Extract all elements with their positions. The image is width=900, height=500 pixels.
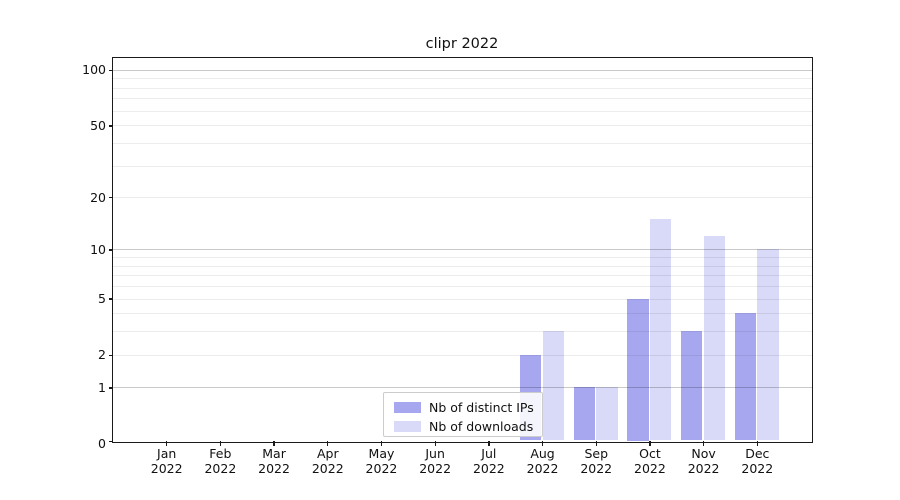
- x-tick-label-jul: Jul 2022: [472, 446, 505, 476]
- bar-oct-distinct-ips: [627, 298, 649, 441]
- legend-row-distinct-ips: Nb of distinct IPs: [394, 398, 542, 416]
- y-tick-label-2: 2: [98, 347, 106, 363]
- x-tick-label-dec: Dec 2022: [741, 446, 774, 476]
- x-tick-label-feb: Feb 2022: [204, 446, 237, 476]
- x-tick-mark-may: [380, 441, 383, 446]
- x-tick-mark-apr: [327, 441, 329, 446]
- chart-title: clipr 2022: [425, 36, 499, 52]
- y-tick-mark-2: [109, 354, 113, 356]
- gridline-y-50: [112, 125, 812, 127]
- x-tick-label-nov: Nov 2022: [687, 446, 720, 476]
- y-tick-mark-5: [109, 298, 113, 300]
- y-tick-label-10: 10: [90, 241, 106, 257]
- y-tick-label-5: 5: [98, 290, 106, 306]
- x-tick-label-jun: Jun 2022: [419, 446, 452, 476]
- bar-sep-distinct-ips: [573, 387, 596, 441]
- x-tick-mark-feb: [219, 441, 222, 446]
- bar-dec-distinct-ips: [734, 313, 757, 441]
- gridline-y-70: [112, 98, 812, 100]
- gridline-y-5: [112, 298, 812, 300]
- x-tick-mark-nov: [703, 441, 705, 446]
- x-tick-label-apr: Apr 2022: [311, 446, 344, 476]
- bar-dec-downloads: [757, 249, 779, 441]
- y-tick-label-20: 20: [90, 189, 106, 205]
- legend-label-distinct-ips: Nb of distinct IPs: [429, 399, 534, 415]
- gridline-y-1: [112, 387, 812, 389]
- legend-swatch-downloads: [394, 420, 421, 432]
- gridline-y-30: [112, 165, 812, 167]
- legend-label-downloads: Nb of downloads: [429, 418, 534, 434]
- gridline-y-60: [112, 110, 812, 112]
- y-tick-mark-100: [109, 69, 113, 72]
- y-tick-mark-20: [109, 197, 113, 199]
- gridline-y-90: [112, 78, 812, 80]
- x-tick-label-may: May 2022: [365, 446, 398, 476]
- x-tick-mark-mar: [273, 441, 275, 446]
- bar-aug-downloads: [542, 331, 564, 441]
- plot-area: [111, 57, 813, 443]
- x-tick-label-oct: Oct 2022: [634, 446, 666, 476]
- bar-sep-downloads: [596, 387, 618, 441]
- x-tick-label-jan: Jan 2022: [150, 446, 183, 476]
- x-tick-mark-dec: [756, 441, 758, 446]
- bar-oct-downloads: [650, 219, 672, 441]
- gridline-y-20: [112, 197, 812, 198]
- gridline-y-10: [112, 249, 812, 251]
- gridline-y-40: [112, 142, 812, 144]
- y-tick-mark-10: [109, 249, 113, 251]
- gridline-y-4: [112, 313, 812, 315]
- bars-layer: [113, 58, 812, 442]
- gridline-y-8: [112, 265, 812, 267]
- gridlines-layer: [112, 58, 812, 442]
- gridline-y-3: [112, 331, 812, 333]
- x-tick-mark-aug: [541, 441, 544, 446]
- y-tick-mark-1: [109, 387, 113, 389]
- x-tick-label-aug: Aug 2022: [526, 446, 559, 476]
- x-tick-mark-jul: [488, 441, 490, 446]
- gridline-y-6: [112, 286, 812, 287]
- x-tick-mark-oct: [649, 441, 651, 446]
- y-tick-label-1: 1: [98, 379, 106, 395]
- x-tick-mark-sep: [595, 441, 597, 446]
- x-tick-mark-jan: [166, 441, 168, 446]
- y-tick-label-100: 100: [82, 62, 106, 78]
- bar-nov-downloads: [703, 235, 726, 441]
- gridline-y-9: [112, 257, 812, 259]
- x-tick-label-sep: Sep 2022: [580, 446, 613, 476]
- bar-nov-distinct-ips: [681, 331, 703, 441]
- gridline-y-7: [112, 275, 812, 277]
- y-tick-mark-50: [109, 125, 113, 127]
- x-tick-label-mar: Mar 2022: [258, 446, 290, 476]
- gridline-y-100: [112, 69, 812, 71]
- gridline-y-80: [112, 87, 812, 89]
- legend: Nb of distinct IPs Nb of downloads: [383, 392, 543, 437]
- x-tick-mark-jun: [434, 441, 436, 446]
- y-tick-label-50: 50: [90, 117, 106, 133]
- gridline-y-2: [112, 354, 812, 356]
- y-tick-mark-0: [109, 440, 113, 442]
- legend-row-downloads: Nb of downloads: [394, 417, 542, 435]
- y-tick-label-0: 0: [98, 436, 106, 451]
- legend-swatch-distinct-ips: [394, 401, 421, 413]
